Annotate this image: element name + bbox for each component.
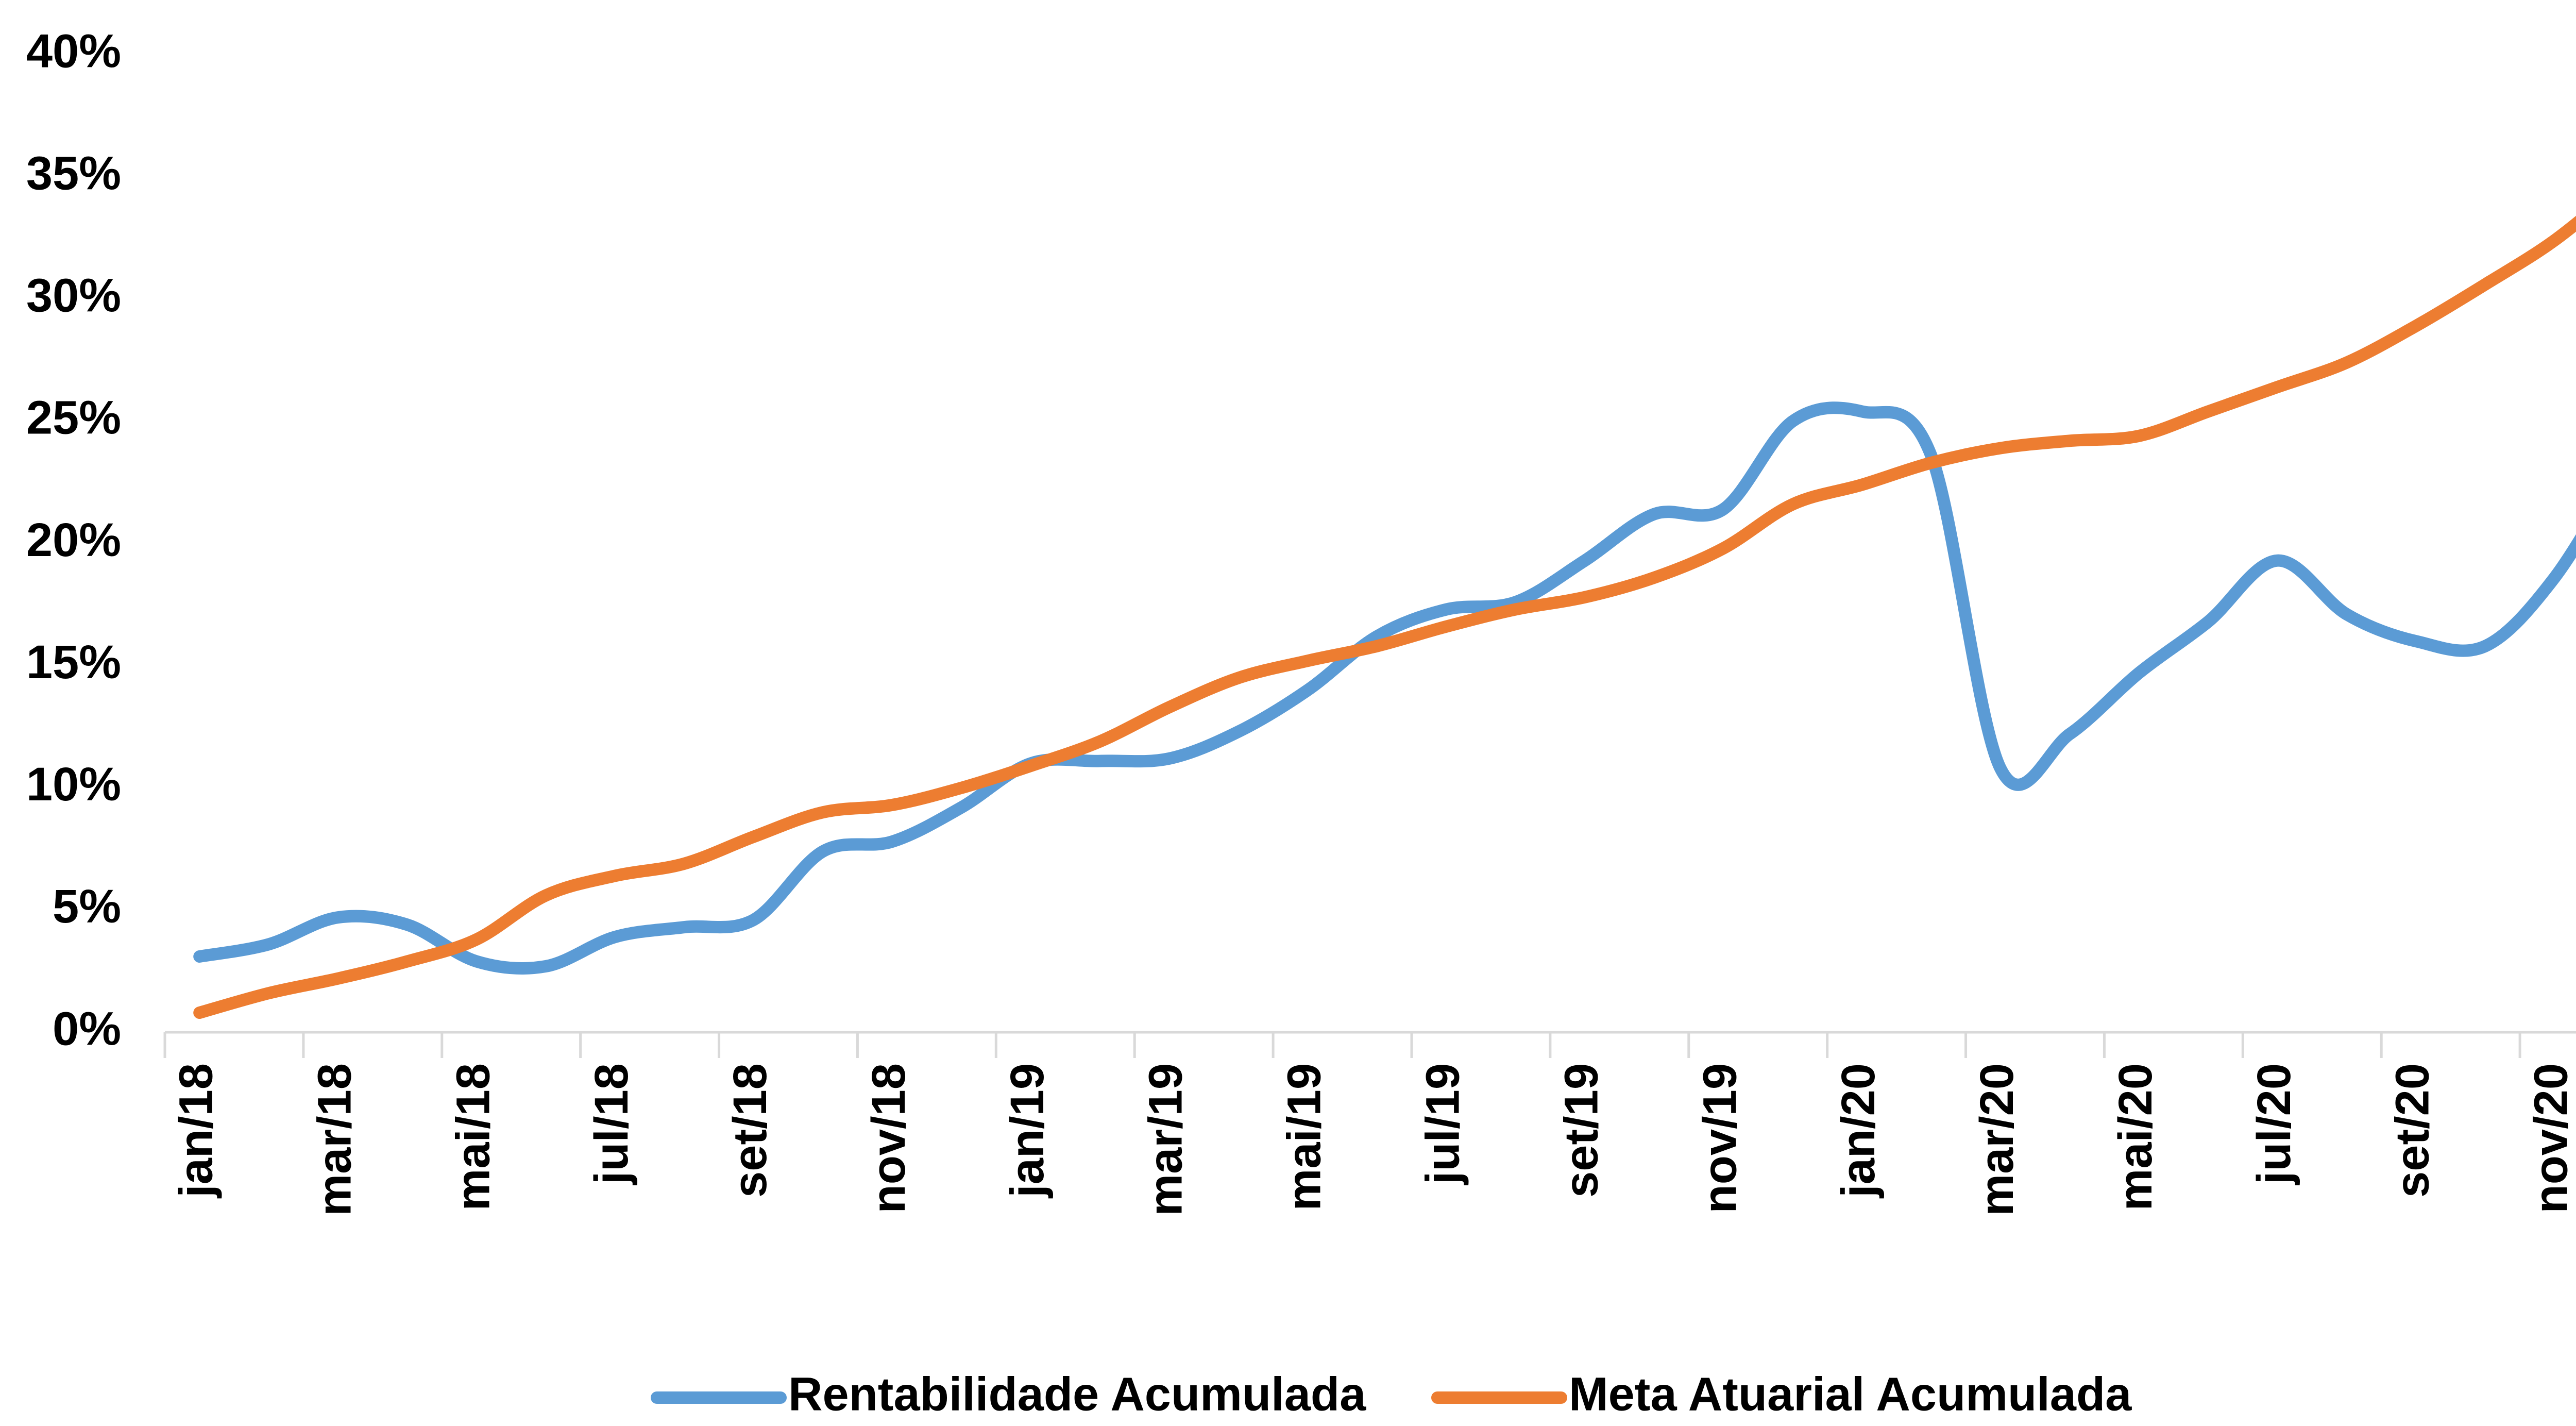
y-tick-label: 25% <box>26 392 121 444</box>
legend-label: Meta Atuarial Acumulada <box>1569 1368 2132 1420</box>
y-tick-label: 15% <box>26 636 121 689</box>
x-tick-label: mar/20 <box>1971 1063 2023 1216</box>
legend-label: Rentabilidade Acumulada <box>788 1368 1366 1420</box>
x-tick-label: jan/20 <box>1832 1063 1885 1199</box>
x-tick-label: nov/18 <box>862 1063 915 1213</box>
y-tick-label: 35% <box>26 147 121 199</box>
series-line <box>193 215 2576 1019</box>
x-tick-label: set/20 <box>2386 1063 2439 1198</box>
x-tick-label: set/19 <box>1555 1063 1607 1198</box>
x-tick-label: set/18 <box>724 1063 776 1198</box>
y-tick-label: 20% <box>26 514 121 566</box>
series-line <box>193 401 2576 975</box>
y-tick-label: 10% <box>26 758 121 811</box>
x-tick-label: mai/20 <box>2109 1063 2162 1211</box>
x-tick-label: mai/19 <box>1278 1063 1331 1211</box>
x-tick-label: jan/18 <box>170 1063 223 1199</box>
x-tick-label: mai/18 <box>447 1063 499 1211</box>
x-tick-label: jul/20 <box>2248 1063 2300 1185</box>
x-tick-label: nov/19 <box>1693 1063 1746 1213</box>
x-tick-label: mar/19 <box>1140 1063 1192 1216</box>
x-tick-label: jan/19 <box>1001 1063 1054 1199</box>
y-tick-label: 40% <box>26 25 121 77</box>
x-tick-label: jul/18 <box>585 1063 638 1185</box>
x-tick-label: jul/19 <box>1417 1063 1469 1185</box>
y-tick-label: 30% <box>26 270 121 322</box>
x-tick-label: nov/20 <box>2525 1063 2576 1213</box>
y-tick-label: 0% <box>53 1002 121 1055</box>
x-tick-label: mar/18 <box>308 1063 361 1216</box>
y-tick-label: 5% <box>53 880 121 933</box>
